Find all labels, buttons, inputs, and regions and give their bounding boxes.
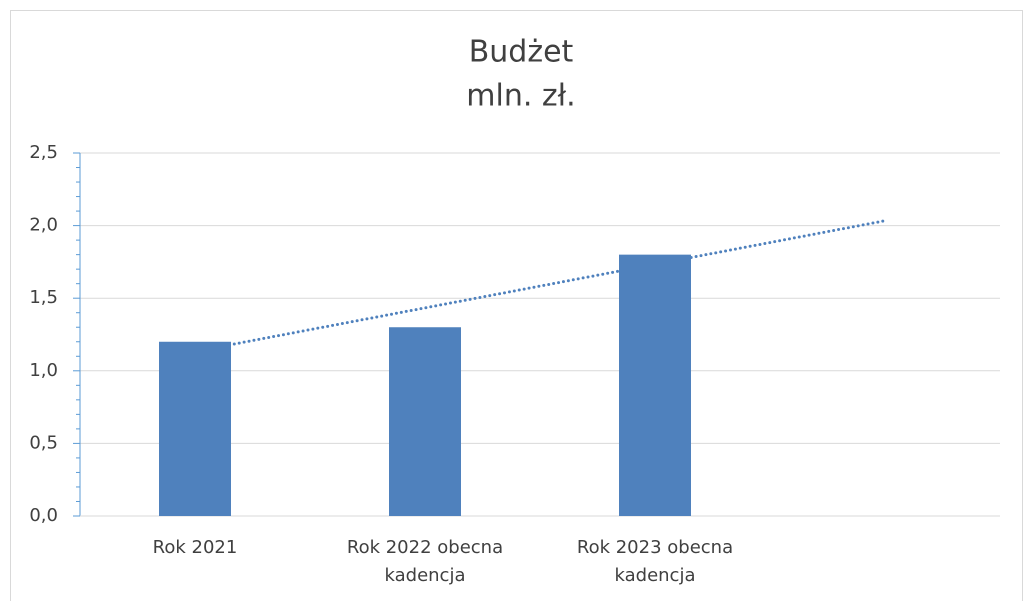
chart-subtitle: mln. zł.	[466, 79, 575, 114]
bar	[619, 254, 691, 516]
bar	[389, 327, 461, 516]
y-tick-label: 0,5	[29, 432, 58, 453]
x-tick-label: Rok 2022 obecna kadencja	[346, 537, 504, 586]
x-tick-label: Rok 2023 obecna kadencja	[576, 537, 734, 586]
y-tick-label: 1,5	[29, 287, 58, 308]
y-tick-label: 0,0	[29, 505, 58, 526]
chart-title: Budżet	[469, 35, 574, 70]
x-tick-label: Rok 2021	[152, 537, 238, 558]
bar	[159, 341, 231, 516]
y-tick-label: 2,5	[29, 142, 58, 163]
trendline	[193, 219, 887, 353]
y-tick-label: 1,0	[29, 360, 58, 381]
y-tick-label: 2,0	[29, 215, 58, 236]
